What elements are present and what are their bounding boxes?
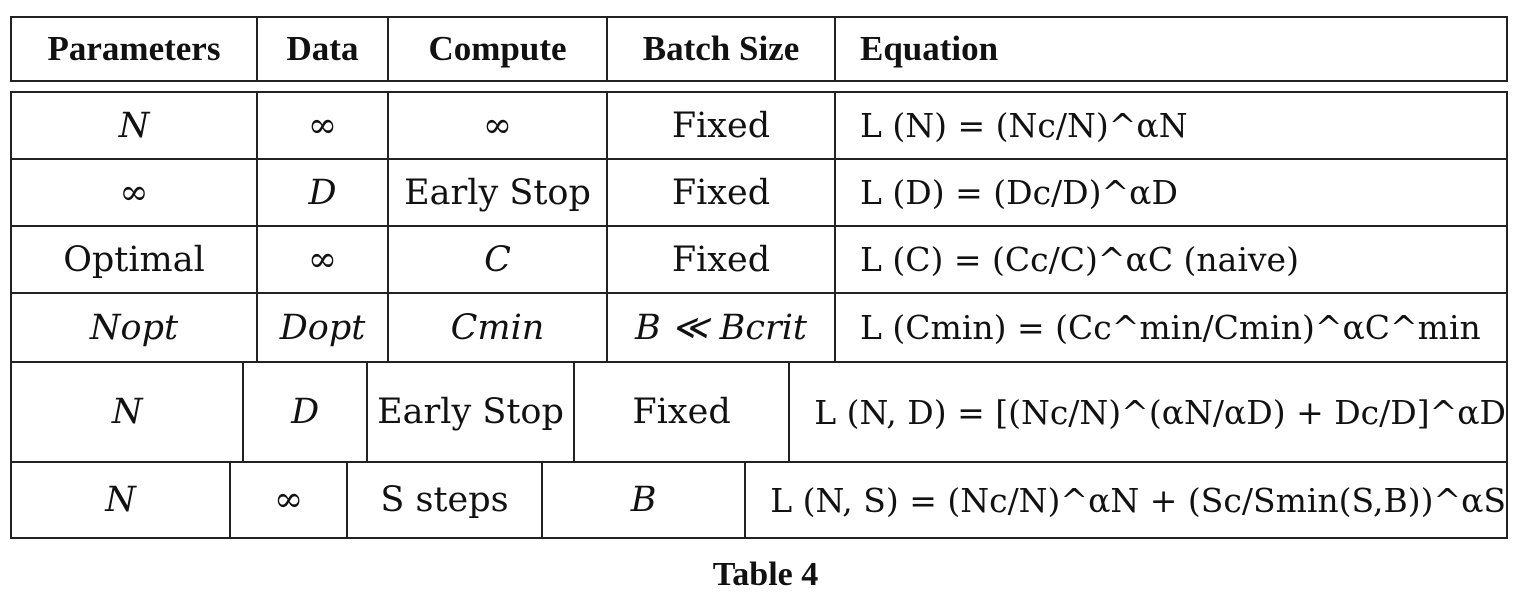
cell-compute: Early Stop [389,160,608,225]
equation: L (Cmin) = (Cc^min/Cmin)^αC^min [860,308,1481,347]
equation: L (N, S) = (Nc/N)^αN + (Sc/Smin(S,B))^αS [770,480,1506,520]
scaling-laws-table: Parameters Data Compute Batch Size Equat… [10,16,1508,539]
cell-parameters: N [12,463,232,537]
table-caption: Table 4 [712,556,819,593]
table-row: Nopt Dopt Cmin B ≪ Bcrit L (Cmin) = (Cc^… [12,294,1506,363]
cell-parameters: N [12,93,258,158]
cell-data: D [244,363,369,461]
cell-batch: B ≪ Bcrit [608,294,836,361]
equation: L (C) = (Cc/C)^αC (naive) [860,240,1299,279]
cell-data: D [258,160,389,225]
cell-parameters: Optimal [12,227,258,292]
cell-equation: L (Cmin) = (Cc^min/Cmin)^αC^min [836,294,1506,361]
cell-equation: L (N) = (Nc/N)^αN [836,93,1506,158]
table-row: N D Early Stop Fixed L (N, D) = [(Nc/N)^… [12,363,1506,463]
table-row: Optimal ∞ C Fixed L (C) = (Cc/C)^αC (nai… [12,227,1506,294]
cell-equation: L (C) = (Cc/C)^αC (naive) [836,227,1506,292]
cell-parameters: Nopt [12,294,258,361]
cell-batch: Fixed [608,160,836,225]
table-header: Parameters Data Compute Batch Size Equat… [10,16,1508,82]
cell-parameters: N [12,363,245,461]
header-equation: Equation [860,29,999,68]
cell-data: ∞ [258,227,389,292]
cell-batch: Fixed [608,93,836,158]
cell-data: ∞ [231,463,348,537]
table-body: N ∞ ∞ Fixed L (N) = (Nc/N)^αN ∞ D Early … [10,91,1508,539]
cell-compute: Cmin [389,294,608,361]
cell-equation: L (D) = (Dc/D)^αD [836,160,1506,225]
cell-parameters: ∞ [12,160,258,225]
header-parameters: Parameters [12,18,258,80]
cell-data: ∞ [258,93,389,158]
header-data: Data [258,18,389,80]
equation: L (N, D) = [(Nc/N)^(αN/αD) + Dc/D]^αD [814,392,1507,432]
cell-compute: S steps [348,463,544,537]
header-batch-size: Batch Size [608,18,836,80]
cell-equation: L (N, D) = [(Nc/N)^(αN/αD) + Dc/D]^αD [790,363,1506,461]
table-row: N ∞ S steps B L (N, S) = (Nc/N)^αN + (Sc… [12,463,1506,537]
cell-batch: B [543,463,747,537]
table-row: N ∞ ∞ Fixed L (N) = (Nc/N)^αN [12,93,1506,160]
cell-batch: Fixed [575,363,791,461]
cell-compute: ∞ [389,93,608,158]
cell-compute: C [389,227,608,292]
cell-compute: Early Stop [368,363,575,461]
equation: L (D) = (Dc/D)^αD [860,173,1178,212]
header-compute: Compute [389,18,608,80]
equation: L (N) = (Nc/N)^αN [860,106,1188,145]
cell-batch: Fixed [608,227,836,292]
cell-data: Dopt [258,294,389,361]
table-row: ∞ D Early Stop Fixed L (D) = (Dc/D)^αD [12,160,1506,227]
cell-equation: L (N, S) = (Nc/N)^αN + (Sc/Smin(S,B))^αS [746,463,1506,537]
